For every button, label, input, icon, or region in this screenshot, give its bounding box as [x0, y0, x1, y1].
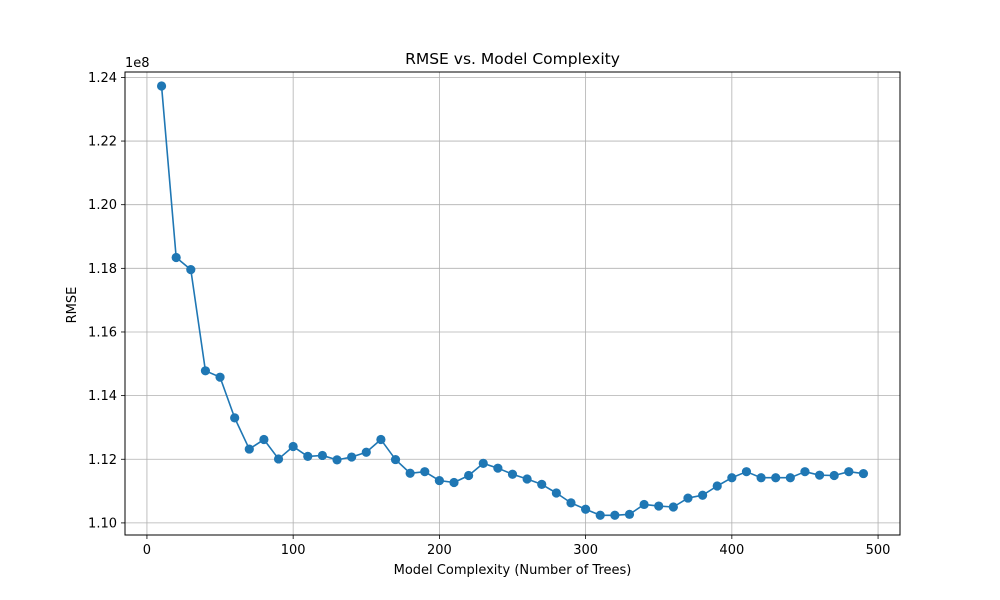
data-point — [493, 463, 503, 473]
y-tick-label: 1.22 — [88, 135, 117, 150]
y-axis-label: RMSE — [65, 287, 80, 324]
x-axis-ticks: 0 100 200 300 400 500 — [143, 535, 891, 558]
data-point — [829, 470, 839, 481]
data-point — [785, 473, 795, 483]
x-tick-label: 300 — [573, 543, 598, 558]
data-point — [273, 454, 284, 464]
data-point — [800, 467, 810, 477]
data-point — [464, 470, 474, 481]
data-point — [771, 473, 781, 483]
data-point — [858, 468, 869, 479]
data-point — [624, 509, 635, 519]
x-tick-label: 500 — [866, 543, 891, 558]
data-point — [288, 441, 298, 452]
data-point — [230, 413, 240, 423]
y-tick-label: 1.14 — [88, 389, 117, 404]
data-point — [610, 510, 620, 520]
x-tick-label: 100 — [281, 543, 306, 558]
grid — [125, 72, 900, 535]
data-point — [171, 252, 181, 263]
data-point — [507, 469, 518, 479]
data-point — [844, 467, 854, 477]
plot-area-frame — [124, 71, 901, 536]
data-point — [317, 450, 328, 461]
data-point — [347, 452, 357, 462]
data-point — [244, 444, 254, 454]
data-point — [434, 475, 444, 486]
data-point — [332, 455, 342, 465]
data-point — [741, 467, 752, 477]
y-tick-label: 1.10 — [88, 516, 117, 531]
y-tick-label: 1.18 — [88, 262, 117, 277]
data-point — [551, 488, 561, 498]
series-rmse — [156, 81, 869, 520]
y-axis-offset-label: 1e8 — [125, 56, 150, 71]
data-point — [215, 372, 225, 382]
y-tick-label: 1.24 — [88, 71, 117, 86]
data-point — [537, 479, 547, 490]
y-tick-label: 1.16 — [88, 325, 117, 340]
y-axis-ticks: 1.10 1.12 1.14 1.16 1.18 1.20 1.22 1.24 — [88, 71, 125, 531]
data-point — [756, 473, 766, 483]
data-point — [654, 501, 664, 511]
data-point — [200, 366, 211, 376]
series-line — [160, 85, 864, 517]
data-point — [566, 498, 576, 508]
data-point — [405, 468, 415, 478]
data-point — [361, 447, 371, 457]
y-tick-label: 1.20 — [88, 198, 117, 213]
data-point — [186, 265, 196, 275]
data-point — [420, 467, 430, 477]
data-point — [697, 490, 708, 500]
data-point — [303, 451, 313, 462]
data-point — [376, 434, 386, 445]
x-tick-label: 200 — [427, 543, 452, 558]
data-point — [449, 477, 459, 488]
data-point — [712, 481, 722, 491]
data-point — [683, 493, 693, 503]
data-point — [668, 502, 678, 512]
data-point — [156, 81, 167, 91]
data-point — [522, 474, 532, 484]
data-point — [390, 454, 401, 465]
y-tick-label: 1.12 — [88, 453, 117, 468]
data-point — [259, 434, 269, 445]
x-tick-label: 400 — [719, 543, 744, 558]
x-tick-label: 0 — [143, 543, 151, 558]
chart-title: RMSE vs. Model Complexity — [405, 50, 620, 68]
x-axis-label: Model Complexity (Number of Trees) — [394, 563, 632, 578]
data-point — [581, 504, 591, 514]
data-point — [814, 470, 825, 480]
data-point — [727, 473, 737, 483]
data-point — [639, 499, 649, 510]
data-point — [595, 510, 605, 520]
data-point — [478, 458, 488, 469]
